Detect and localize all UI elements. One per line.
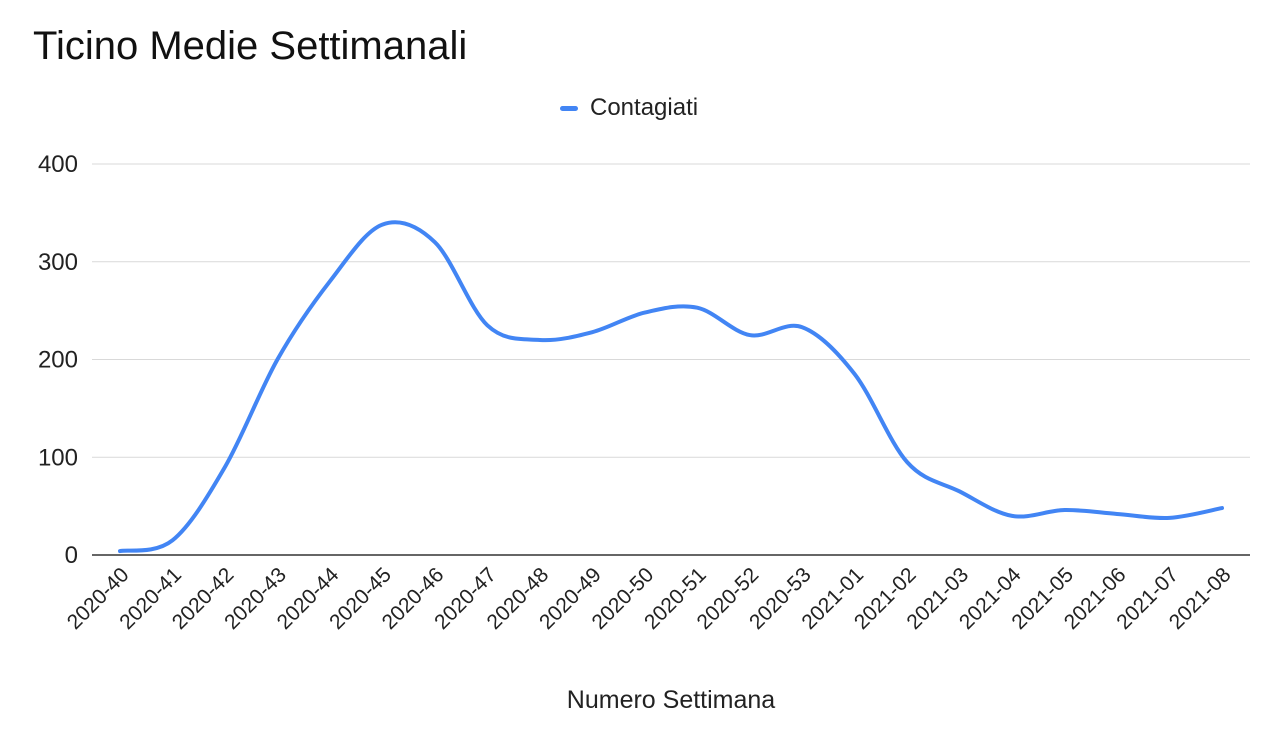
series-line-contagiati: [118, 220, 1224, 554]
y-tick-label: 400: [38, 151, 78, 178]
y-tick-label: 200: [38, 347, 78, 374]
x-axis-title: Numero Settimana: [566, 686, 776, 714]
y-tick-label: 100: [38, 444, 78, 471]
y-axis-ticks: 0 100 200 300 400: [38, 151, 78, 569]
x-axis-ticks: 2020-402020-412020-422020-432020-442020-…: [63, 563, 1236, 634]
y-tick-label: 300: [38, 249, 78, 276]
legend-label-contagiati: Contagiati: [590, 94, 699, 121]
legend: Contagiati: [560, 94, 698, 122]
gridlines: [92, 163, 1250, 556]
legend-swatch-contagiati: [560, 105, 578, 111]
chart-title: Ticino Medie Settimanali: [33, 24, 468, 68]
y-tick-label: 0: [65, 542, 78, 569]
series-lines: [118, 220, 1224, 554]
